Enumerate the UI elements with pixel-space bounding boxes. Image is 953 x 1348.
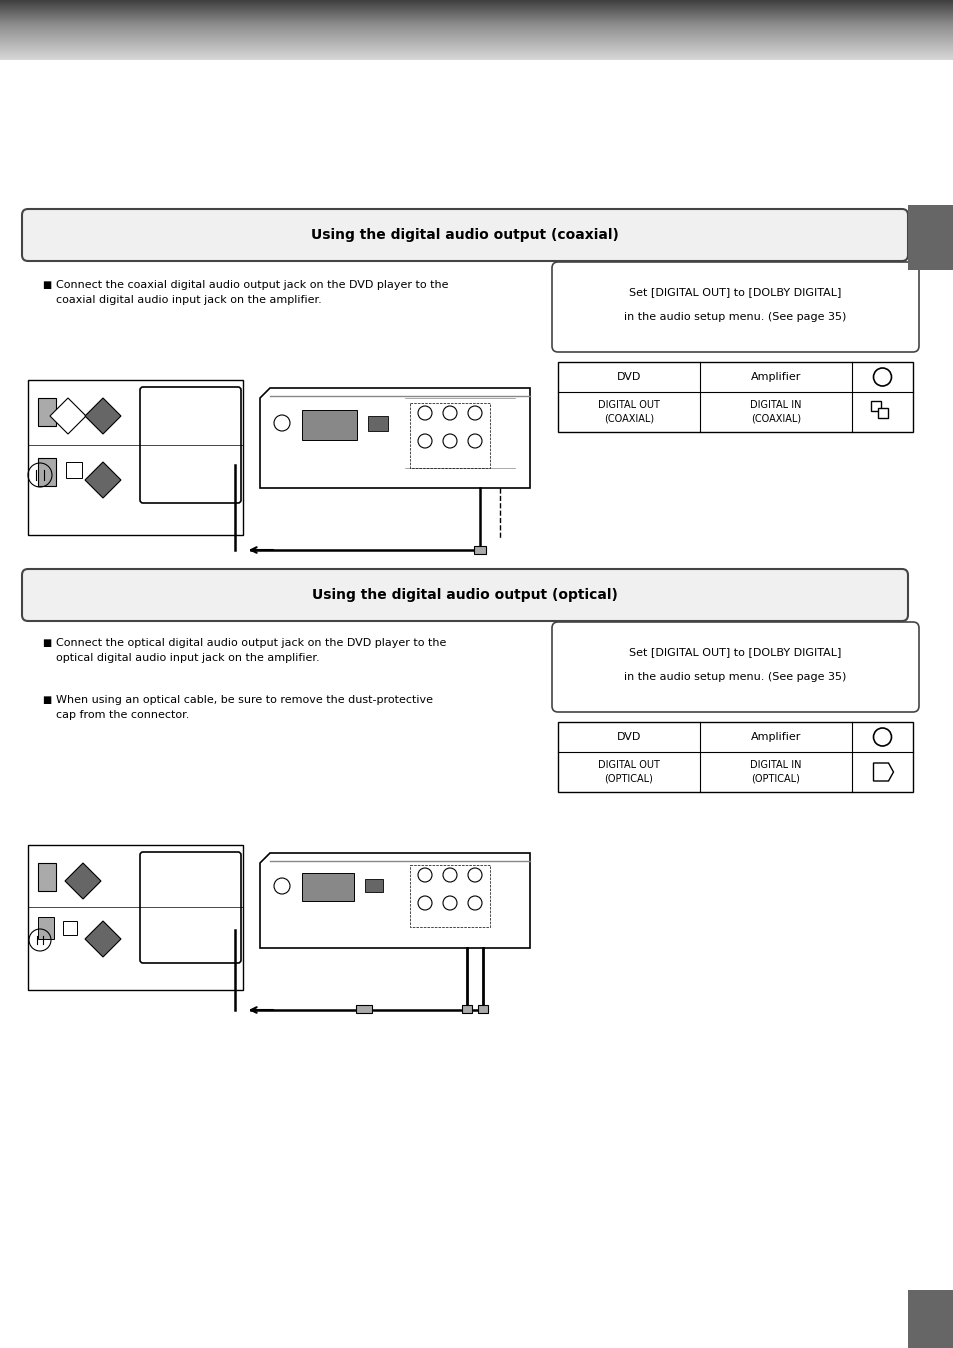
Bar [558, 363, 912, 431]
Polygon shape [50, 398, 86, 434]
Bar [356, 1006, 372, 1012]
Text: in the audio setup menu. (See page 35): in the audio setup menu. (See page 35) [623, 673, 846, 682]
Bar [410, 403, 490, 468]
Text: Using the digital audio output (optical): Using the digital audio output (optical) [312, 588, 618, 603]
Polygon shape [85, 462, 121, 497]
Polygon shape [260, 388, 530, 488]
Circle shape [468, 406, 481, 421]
Bar [474, 546, 485, 554]
Text: DIGITAL IN
(OPTICAL): DIGITAL IN (OPTICAL) [749, 760, 801, 783]
Bar [28, 845, 243, 989]
Text: DIGITAL OUT
(OPTICAL): DIGITAL OUT (OPTICAL) [598, 760, 659, 783]
Text: DIGITAL IN
(COAXIAL): DIGITAL IN (COAXIAL) [749, 400, 801, 423]
FancyBboxPatch shape [140, 387, 241, 503]
Bar [461, 1006, 472, 1012]
Bar [871, 400, 881, 411]
Bar [38, 863, 56, 891]
Bar [410, 865, 490, 927]
Text: Connect the coaxial digital audio output jack on the DVD player to the: Connect the coaxial digital audio output… [56, 280, 448, 290]
Text: ■: ■ [42, 638, 51, 648]
Text: DVD: DVD [617, 732, 640, 741]
Bar [907, 1290, 953, 1348]
Bar [878, 408, 887, 418]
Text: Amplifier: Amplifier [750, 372, 801, 381]
Text: DIGITAL OUT
(COAXIAL): DIGITAL OUT (COAXIAL) [598, 400, 659, 423]
Circle shape [468, 868, 481, 882]
Bar [368, 417, 388, 431]
Circle shape [417, 868, 432, 882]
Bar [302, 410, 356, 439]
Text: in the audio setup menu. (See page 35): in the audio setup menu. (See page 35) [623, 311, 846, 322]
Bar [365, 879, 382, 892]
Text: Set [DIGITAL OUT] to [DOLBY DIGITAL]: Set [DIGITAL OUT] to [DOLBY DIGITAL] [629, 647, 841, 656]
Text: Amplifier: Amplifier [750, 732, 801, 741]
Bar [558, 723, 912, 793]
Polygon shape [260, 853, 530, 948]
Circle shape [417, 406, 432, 421]
Polygon shape [873, 763, 893, 780]
Text: ■: ■ [42, 280, 51, 290]
Circle shape [442, 896, 456, 910]
FancyBboxPatch shape [552, 262, 918, 352]
Text: When using an optical cable, be sure to remove the dust-protective: When using an optical cable, be sure to … [56, 696, 433, 705]
Bar [38, 917, 54, 940]
Polygon shape [65, 863, 101, 899]
Text: coaxial digital audio input jack on the amplifier.: coaxial digital audio input jack on the … [56, 295, 321, 305]
FancyBboxPatch shape [22, 569, 907, 621]
Bar [63, 921, 77, 936]
Circle shape [442, 868, 456, 882]
Circle shape [442, 406, 456, 421]
Bar [38, 458, 56, 487]
FancyBboxPatch shape [552, 621, 918, 712]
FancyBboxPatch shape [22, 209, 907, 262]
FancyBboxPatch shape [140, 852, 241, 962]
Text: Set [DIGITAL OUT] to [DOLBY DIGITAL]: Set [DIGITAL OUT] to [DOLBY DIGITAL] [629, 287, 841, 297]
Text: Using the digital audio output (coaxial): Using the digital audio output (coaxial) [311, 228, 618, 243]
Text: ■: ■ [42, 696, 51, 705]
Text: DVD: DVD [617, 372, 640, 381]
Circle shape [468, 896, 481, 910]
Bar [477, 1006, 488, 1012]
Text: optical digital audio input jack on the amplifier.: optical digital audio input jack on the … [56, 652, 319, 663]
Text: Connect the optical digital audio output jack on the DVD player to the: Connect the optical digital audio output… [56, 638, 446, 648]
Circle shape [417, 896, 432, 910]
Bar [28, 380, 243, 535]
Circle shape [442, 434, 456, 448]
Circle shape [417, 434, 432, 448]
Polygon shape [85, 398, 121, 434]
Bar [907, 205, 953, 270]
Bar [38, 398, 56, 426]
Text: cap from the connector.: cap from the connector. [56, 710, 190, 720]
Bar [302, 874, 354, 900]
Bar [66, 462, 82, 479]
Polygon shape [85, 921, 121, 957]
Circle shape [468, 434, 481, 448]
